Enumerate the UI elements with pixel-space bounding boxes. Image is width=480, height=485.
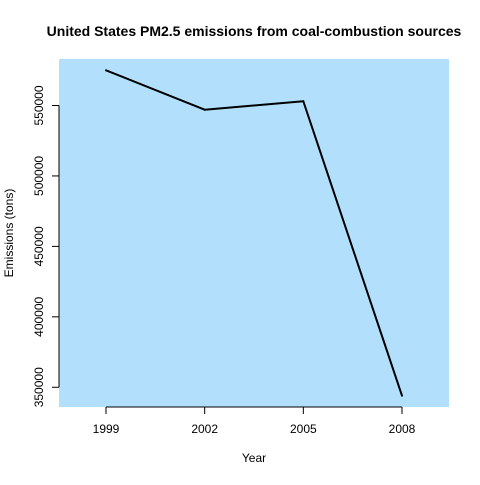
- series-layer: [105, 69, 403, 397]
- plot-background: [59, 59, 449, 407]
- x-axis: 1999 2002 2005 2008: [93, 406, 416, 436]
- data-point: [105, 69, 107, 72]
- data-point: [203, 108, 206, 111]
- y-tick-label: 550000: [32, 85, 46, 125]
- y-axis: 350000 400000 450000 500000 550000: [32, 85, 60, 407]
- y-axis-label: Emissions (tons): [2, 189, 16, 278]
- x-tick-label: 2005: [290, 422, 317, 436]
- y-tick-label: 500000: [32, 156, 46, 196]
- x-tick-label: 2002: [191, 422, 218, 436]
- y-tick-label: 400000: [32, 296, 46, 336]
- data-point: [401, 394, 403, 397]
- chart-title: United States PM2.5 emissions from coal-…: [47, 23, 462, 39]
- y-tick-label: 350000: [32, 367, 46, 407]
- x-tick-label: 1999: [93, 422, 120, 436]
- x-axis-label: Year: [242, 451, 266, 465]
- series-line: [105, 69, 403, 397]
- y-tick-label: 450000: [32, 226, 46, 266]
- data-point: [302, 100, 305, 103]
- x-tick-label: 2008: [389, 422, 416, 436]
